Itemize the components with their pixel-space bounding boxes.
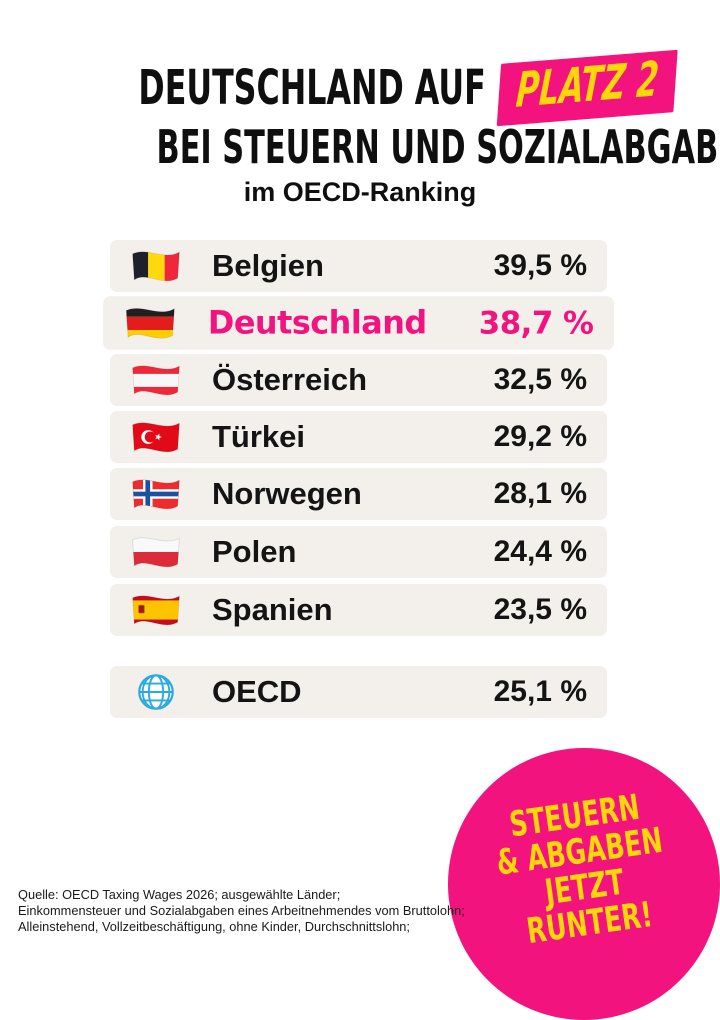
flag-germany-icon [124, 300, 177, 345]
flag-belgium-icon [130, 244, 182, 288]
subtitle: im OECD-Ranking [243, 177, 477, 207]
flag-turkey-icon [130, 415, 182, 459]
title-line-1-wrap: DEUTSCHLAND AUF PLATZ 2 [0, 49, 720, 127]
country-label: Deutschland [207, 304, 427, 342]
header: DEUTSCHLAND AUF PLATZ 2 BEI STEUERN UND S… [0, 49, 720, 209]
tax-rate-value: 23,5 % [493, 593, 587, 626]
ranking-row-belgium: Belgien 39,5 % [110, 240, 607, 292]
country-label: Belgien [212, 248, 324, 283]
ranking-row-poland: Polen 24,4 % [110, 526, 607, 578]
globe-oecd-icon [130, 670, 182, 714]
sticker-badge: STEUERN & ABGABEN JETZT RUNTER! [448, 748, 720, 1020]
tax-rate-value: 38,7 % [478, 305, 594, 341]
country-label: Norwegen [212, 476, 362, 511]
tax-rate-value: 39,5 % [493, 249, 587, 282]
ranking-row-turkey: Türkei 29,2 % [110, 411, 607, 463]
country-label: OECD [212, 674, 302, 709]
country-label: Spanien [212, 592, 333, 627]
title-line-2: BEI STEUERN UND SOZIALABGABEN [156, 120, 720, 174]
source-note: Quelle: OECD Taxing Wages 2026; ausgewäh… [18, 887, 465, 935]
platz-2-badge-label: PLATZ 2 [514, 51, 661, 119]
tax-rate-value: 24,4 % [493, 535, 587, 568]
ranking-row-oecd: OECD 25,1 % [110, 666, 607, 718]
tax-rate-value: 28,1 % [493, 477, 587, 510]
ranking-list: Belgien 39,5 % Deutschland 38,7 % Österreich… [103, 240, 614, 723]
ranking-row-austria: Österreich 32,5 % [110, 354, 607, 406]
tax-rate-value: 32,5 % [493, 363, 587, 396]
platz-2-badge: PLATZ 2 [496, 49, 678, 127]
source-line: Quelle: OECD Taxing Wages 2026; ausgewäh… [18, 887, 341, 902]
source-line: Alleinstehend, Vollzeitbeschäftigung, oh… [18, 919, 410, 934]
ranking-row-germany: Deutschland 38,7 % [103, 296, 614, 350]
ranking-row-norway: Norwegen 28,1 % [110, 468, 607, 520]
infographic-page: { "header": { "title_line1_prefix": "DEU… [0, 49, 720, 1020]
sticker-text: STEUERN & ABGABEN JETZT RUNTER! [457, 783, 707, 958]
title-line-1: DEUTSCHLAND AUF [138, 60, 486, 116]
country-label: Österreich [212, 362, 368, 397]
country-label: Türkei [212, 419, 306, 454]
tax-rate-value: 25,1 % [493, 675, 587, 708]
title-line-2-wrap: BEI STEUERN UND SOZIALABGABEN [0, 122, 720, 172]
flag-norway-icon [130, 472, 182, 516]
ranking-row-spain: Spanien 23,5 % [110, 584, 607, 636]
source-line: Einkommensteuer und Sozialabgaben eines … [18, 903, 465, 918]
country-label: Polen [212, 534, 297, 569]
flag-austria-icon [130, 358, 182, 402]
flag-poland-icon [130, 530, 182, 574]
tax-rate-value: 29,2 % [493, 420, 587, 453]
flag-spain-icon [130, 588, 182, 632]
